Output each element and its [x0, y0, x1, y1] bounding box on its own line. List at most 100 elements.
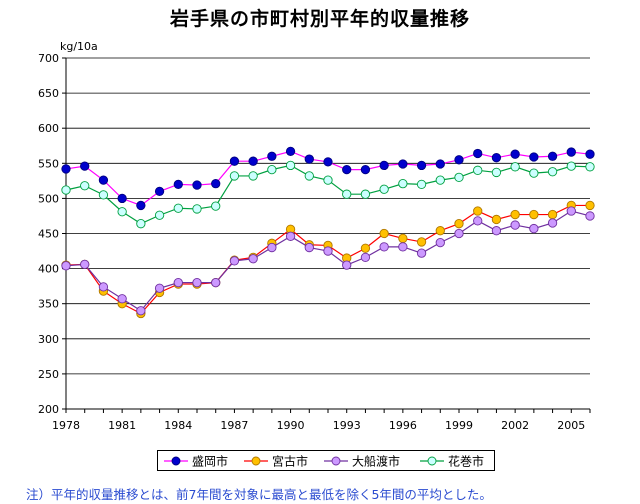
data-point-s3-1981 — [117, 294, 127, 304]
data-point-s4-1999 — [454, 172, 464, 182]
data-point-s3-1978 — [61, 261, 71, 271]
data-point-s2-1995 — [379, 228, 389, 239]
data-point-s2-2006 — [585, 200, 595, 211]
data-point-s3-1993 — [342, 260, 352, 270]
data-point-s4-2004 — [547, 167, 558, 177]
y-tick-label-250: 250 — [38, 368, 59, 381]
data-point-s4-2001 — [491, 167, 502, 178]
data-point-s4-1993 — [342, 189, 352, 199]
y-tick-label-550: 550 — [38, 157, 59, 170]
data-point-s1-1991 — [304, 154, 314, 164]
x-tick-label-1999: 1999 — [445, 419, 473, 432]
data-point-s4-1991 — [304, 171, 314, 181]
data-point-s3-1984 — [173, 277, 183, 288]
x-tick-label-1990: 1990 — [277, 419, 305, 432]
data-point-s4-2000 — [473, 165, 483, 175]
data-point-s4-1987 — [229, 171, 240, 181]
x-tick-label-2002: 2002 — [501, 419, 529, 432]
data-point-s4-1982 — [136, 219, 146, 229]
data-point-s3-1985 — [192, 277, 202, 288]
y-tick-label-350: 350 — [38, 298, 59, 311]
data-point-s1-1999 — [454, 155, 464, 165]
data-point-s3-1979 — [80, 259, 90, 270]
data-point-s3-1990 — [285, 231, 296, 241]
data-point-s3-2004 — [547, 218, 558, 228]
series-4 — [61, 160, 595, 229]
x-tick-label-1984: 1984 — [164, 419, 192, 432]
data-point-s1-1993 — [342, 164, 352, 175]
data-point-s2-2001 — [491, 214, 502, 225]
data-point-s1-1983 — [154, 186, 165, 197]
data-point-s3-2006 — [585, 211, 595, 221]
legend-entries: 盛岡市 宮古市 大船渡市 花巻市 — [164, 454, 484, 469]
x-tick-label-1993: 1993 — [333, 419, 361, 432]
data-point-s4-1996 — [398, 179, 408, 189]
data-point-s1-2001 — [491, 153, 502, 163]
x-tick-label-2005: 2005 — [557, 419, 585, 432]
data-point-s3-1998 — [435, 237, 445, 248]
data-point-s3-2001 — [491, 226, 502, 236]
data-point-s1-2003 — [529, 152, 539, 162]
y-tick-label-650: 650 — [38, 87, 59, 100]
data-point-s1-2002 — [510, 149, 520, 159]
data-point-s4-2002 — [510, 162, 520, 172]
data-point-s1-1992 — [323, 157, 333, 167]
data-point-s3-1992 — [323, 246, 333, 256]
data-point-s3-2003 — [529, 223, 539, 234]
y-tick-label-450: 450 — [38, 228, 59, 241]
data-point-s1-1990 — [285, 146, 296, 157]
data-point-s4-1983 — [154, 210, 165, 220]
legend-marker-4 — [427, 456, 437, 466]
data-point-s2-2004 — [547, 209, 558, 220]
data-point-s1-1989 — [267, 151, 277, 161]
x-tick-label-1981: 1981 — [108, 419, 136, 432]
data-point-s4-1992 — [323, 175, 333, 185]
data-point-s4-2003 — [529, 168, 539, 178]
y-tick-label-400: 400 — [38, 263, 59, 276]
data-point-s1-2005 — [566, 147, 576, 157]
y-axis-unit-label: kg/10a — [60, 40, 98, 53]
legend-label-1: 盛岡市 — [192, 454, 228, 469]
data-point-s1-1997 — [416, 160, 427, 171]
data-point-s1-1979 — [80, 161, 90, 171]
data-point-s4-1988 — [248, 171, 258, 181]
data-point-s3-1991 — [304, 242, 314, 253]
legend-marker-2 — [251, 456, 261, 466]
legend-label-3: 大船渡市 — [352, 454, 400, 469]
data-point-s3-2000 — [473, 216, 483, 226]
y-tick-label-500: 500 — [38, 192, 59, 205]
data-point-s4-1995 — [379, 184, 389, 194]
data-point-s1-1982 — [136, 200, 146, 211]
data-point-s1-1988 — [248, 156, 258, 166]
series-1 — [61, 146, 595, 211]
data-point-s4-1984 — [173, 203, 183, 213]
chart-axes: 200 250 300 350 400 450 500 550 600 650 700 1978 198… — [38, 52, 591, 432]
y-tick-label-600: 600 — [38, 122, 59, 135]
y-tick-label-200: 200 — [38, 403, 59, 416]
data-point-s3-1980 — [98, 282, 109, 292]
data-point-s4-1985 — [192, 204, 202, 214]
x-tick-label-1978: 1978 — [52, 419, 80, 432]
footnote: 注）平年的収量推移とは、前7年間を対象に最高と最低を除く5年間の平均とした。 — [26, 487, 492, 502]
y-tick-label-700: 700 — [38, 52, 59, 65]
data-point-s3-1988 — [248, 254, 258, 264]
x-tick-label-1987: 1987 — [220, 419, 248, 432]
data-point-s2-2002 — [510, 209, 520, 220]
data-point-s1-2000 — [473, 148, 483, 159]
data-point-s3-1995 — [379, 242, 389, 252]
legend-marker-1 — [171, 456, 181, 466]
x-tick-label-1996: 1996 — [389, 419, 417, 432]
chart-title: 岩手県の市町村別平年的収量推移 — [169, 8, 470, 30]
data-point-s1-1980 — [98, 175, 109, 185]
data-point-s4-2005 — [566, 161, 576, 171]
data-point-s1-1985 — [192, 180, 202, 190]
series-3 — [61, 206, 595, 316]
data-point-s4-2006 — [585, 162, 595, 172]
data-point-s1-1984 — [173, 179, 183, 190]
data-point-s2-1994 — [360, 243, 371, 253]
y-tick-label-300: 300 — [38, 333, 59, 346]
data-point-s3-1999 — [454, 228, 464, 239]
data-point-s1-1996 — [398, 159, 408, 169]
data-point-s3-1983 — [154, 283, 165, 293]
